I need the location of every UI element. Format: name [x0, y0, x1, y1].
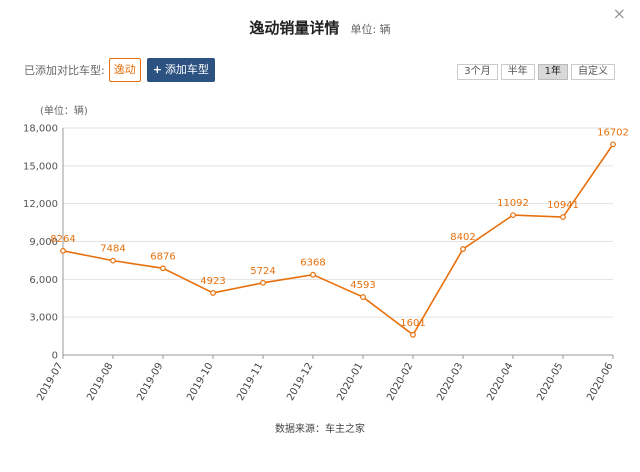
data-label: 4923 [200, 276, 225, 287]
y-tick-label: 6,000 [29, 275, 58, 286]
x-tick-label: 2019-12 [285, 361, 315, 403]
x-tick-label: 2019-08 [85, 361, 115, 403]
unit-label: 单位: 辆 [350, 23, 391, 36]
header: 逸动销量详情 单位: 辆 [0, 17, 640, 38]
tab-custom[interactable]: 自定义 [571, 64, 615, 80]
add-model-label: 添加车型 [164, 63, 209, 76]
plus-icon: + [152, 63, 162, 76]
data-point [410, 331, 416, 338]
data-label: 8264 [50, 234, 75, 245]
data-point [310, 271, 316, 278]
series-line [62, 143, 614, 336]
data-label: 6368 [300, 258, 325, 269]
x-tick-label: 2020-04 [485, 361, 515, 403]
x-tick-label: 2020-02 [385, 361, 415, 403]
tab-1-year[interactable]: 1年 [537, 64, 568, 80]
add-model-button[interactable]: + 添加车型 [146, 58, 215, 82]
data-point [460, 246, 466, 252]
data-label: 10941 [547, 200, 579, 211]
range-tabs: 3个月 半年 1年 自定义 [454, 64, 615, 80]
data-point [210, 290, 216, 296]
y-tick-label: 15,000 [23, 161, 58, 172]
x-tick-label: 2020-01 [335, 361, 365, 403]
page-title: 逸动销量详情 [249, 19, 340, 37]
close-icon[interactable]: × [612, 4, 626, 23]
data-label: 16702 [597, 127, 629, 138]
y-tick-label: 0 [52, 351, 58, 362]
data-label: 5724 [250, 266, 275, 277]
data-point [560, 214, 566, 220]
x-tick-label: 2020-05 [535, 361, 565, 403]
data-label: 1601 [400, 318, 425, 329]
selected-model-chip[interactable]: 逸动 [108, 58, 141, 82]
y-axis-label: (单位：辆) [40, 104, 88, 117]
data-point [60, 247, 66, 254]
data-point [510, 212, 516, 219]
x-tick-label: 2020-03 [435, 361, 465, 403]
y-tick-label: 9,000 [29, 237, 58, 248]
y-tick-label: 18,000 [23, 124, 58, 135]
data-source: 数据来源：车主之家 [275, 424, 365, 435]
x-tick-label: 2019-07 [35, 361, 65, 403]
y-tick-label: 3,000 [29, 313, 58, 324]
data-label: 8402 [450, 232, 475, 243]
data-point [160, 265, 166, 272]
compare-bar: 已添加对比车型: 逸动 + 添加车型 [24, 58, 215, 82]
data-label: 7484 [100, 244, 125, 255]
data-point [110, 257, 116, 264]
data-label: 6876 [150, 251, 175, 262]
data-point [610, 141, 616, 148]
x-tick-label: 2019-11 [235, 361, 265, 403]
tab-3-months[interactable]: 3个月 [457, 64, 498, 80]
x-tick-label: 2019-09 [135, 361, 165, 403]
compare-label: 已添加对比车型: [24, 64, 105, 77]
x-tick-label: 2019-10 [185, 361, 215, 403]
tab-half-year[interactable]: 半年 [500, 64, 535, 80]
data-label: 11092 [497, 198, 529, 209]
x-tick-label: 2020-06 [585, 361, 615, 403]
data-point [360, 294, 366, 300]
data-point [260, 279, 266, 286]
data-label: 4593 [350, 280, 375, 291]
y-tick-label: 12,000 [23, 199, 58, 210]
